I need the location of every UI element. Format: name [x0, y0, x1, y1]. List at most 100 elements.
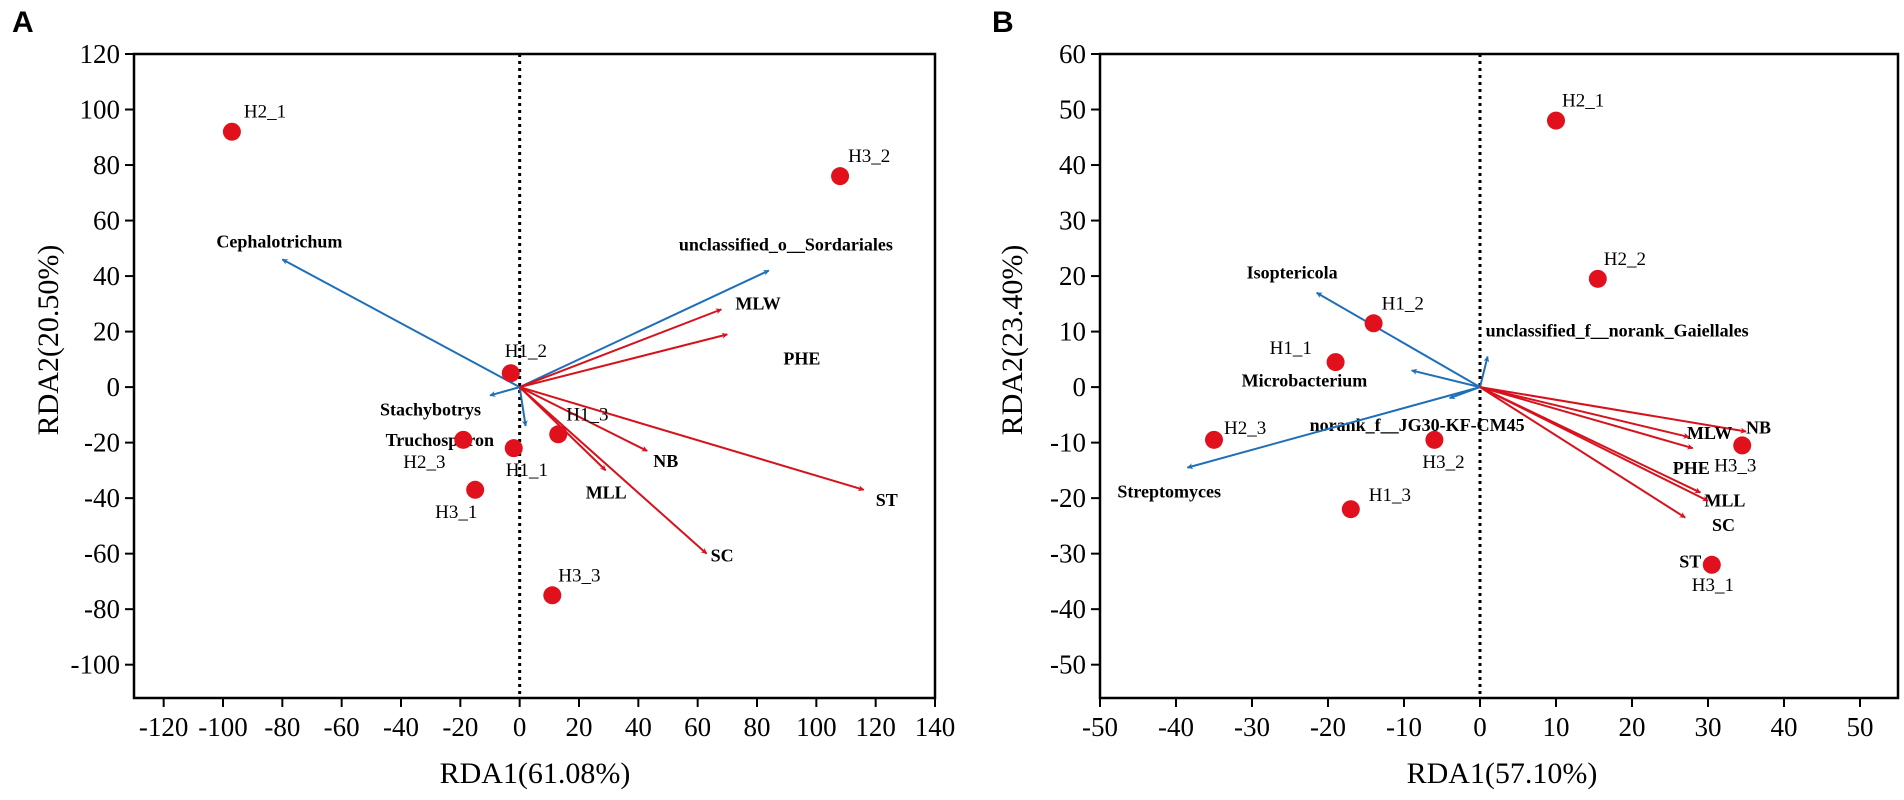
env-label: MLW: [1687, 423, 1732, 443]
sample-label: H2_2: [1604, 249, 1646, 270]
env-arrow: [519, 386, 708, 555]
y-tick-label: 20: [93, 317, 120, 347]
sample-point: [1326, 353, 1345, 372]
y-tick-label: -60: [84, 539, 120, 569]
x-tick-label: -10: [1386, 712, 1422, 742]
y-axis-title: RDA2(20.50%): [32, 245, 65, 436]
species-arrow: [1411, 368, 1481, 389]
sample-point: [1547, 111, 1565, 130]
sample-label: H3_2: [848, 146, 890, 167]
env-label: PHE: [1673, 458, 1710, 478]
sample-label: H1_2: [505, 341, 547, 362]
sample-label: H3_3: [1714, 455, 1756, 476]
y-tick-label: -20: [84, 428, 120, 458]
x-axis-title: RDA1(57.10%): [1407, 757, 1598, 790]
sample-point: [1364, 314, 1383, 333]
x-tick-label: 50: [1847, 712, 1874, 742]
x-tick-label: -120: [139, 712, 189, 742]
sample-label: H2_1: [1562, 91, 1604, 112]
panel-b: B -50 -40 -30 -20 -10 0 10 20 30 40 50 60 50 40 30 20 10 0…: [992, 6, 1900, 790]
x-tick-label: -40: [1158, 712, 1194, 742]
species-label: Stachybotrys: [380, 399, 481, 419]
x-tick-label: 100: [796, 712, 837, 742]
env-label: ST: [876, 490, 898, 510]
y-tick-label: 20: [1059, 261, 1086, 291]
species-arrow: [489, 386, 520, 397]
env-arrow: [1479, 386, 1690, 439]
species-label: Microbacterium: [1242, 370, 1368, 390]
x-tick-label: 120: [855, 712, 896, 742]
species-arrow: [519, 269, 770, 389]
sample-point: [1733, 436, 1752, 455]
sample-point: [1425, 430, 1444, 449]
y-tick-label: 50: [1059, 95, 1086, 125]
sample-label: H1_2: [1382, 293, 1424, 314]
y-tick-label: -20: [1050, 483, 1086, 513]
sample-label: H2_1: [244, 102, 286, 123]
plot-frame: [132, 52, 937, 700]
sample-label: H1_3: [566, 404, 608, 425]
x-tick-label: 140: [915, 712, 956, 742]
species-arrow: [1479, 355, 1490, 388]
species-arrow: [1186, 386, 1481, 470]
y-tick-label: -10: [1050, 428, 1086, 458]
sample-point: [222, 122, 241, 141]
y-tick-label: 40: [93, 261, 120, 291]
env-arrow: [1479, 386, 1709, 502]
env-arrow: [519, 386, 865, 492]
env-label: SC: [711, 546, 734, 566]
sample-label: H1_3: [1369, 485, 1411, 506]
sample-point: [1205, 430, 1223, 449]
y-tick-label: 100: [80, 95, 121, 125]
sample-point: [454, 430, 473, 449]
plot-frame: [1098, 52, 1900, 700]
y-tick-label: 120: [80, 39, 121, 69]
x-tick-label: -100: [198, 712, 248, 742]
sample-point: [501, 364, 520, 383]
x-tick-label: -80: [264, 712, 300, 742]
env-label: MLL: [586, 482, 627, 502]
x-tick-label: 20: [566, 712, 593, 742]
species-label: Cephalotrichum: [216, 231, 342, 251]
panel-letter-b: B: [992, 6, 1014, 39]
x-tick-label: -60: [324, 712, 360, 742]
x-tick-label: -30: [1234, 712, 1270, 742]
x-tick-label: 60: [684, 712, 711, 742]
y-tick-label: -30: [1050, 539, 1086, 569]
y-tick-label: -80: [84, 594, 120, 624]
species-arrow: [518, 386, 528, 427]
sample-label: H3_3: [558, 565, 600, 586]
sample-label: H3_1: [435, 502, 477, 523]
y-tick-label: 80: [93, 150, 120, 180]
sample-point: [549, 425, 568, 444]
env-label: MLW: [735, 293, 780, 313]
species-arrow: [1316, 291, 1481, 388]
species-label: Isoptericola: [1247, 263, 1338, 283]
env-label: NB: [653, 451, 678, 471]
sample-label: H3_2: [1422, 452, 1464, 473]
y-tick-label: -50: [1050, 650, 1086, 680]
species-arrow: [281, 258, 521, 388]
y-tick-label: 0: [1073, 372, 1087, 402]
env-label: ST: [1679, 552, 1701, 572]
y-tick-label: -100: [71, 650, 121, 680]
sample-label: H1_1: [506, 460, 548, 481]
x-tick-label: 10: [1543, 712, 1570, 742]
x-tick-label: 30: [1695, 712, 1722, 742]
y-tick-label: 10: [1059, 317, 1086, 347]
species-label: Streptomyces: [1117, 482, 1221, 502]
sample-point: [831, 167, 850, 186]
env-label: NB: [1746, 418, 1771, 438]
env-arrow: [519, 332, 728, 389]
sample-point: [1341, 500, 1360, 519]
y-tick-label: 30: [1059, 206, 1086, 236]
sample-label: H2_3: [403, 452, 445, 473]
sample-point: [466, 480, 485, 499]
panel-letter-a: A: [12, 6, 34, 39]
y-axis-title: RDA2(23.40%): [996, 245, 1029, 436]
sample-label: H2_3: [1224, 418, 1266, 439]
species-label: unclassified_o__Sordariales: [679, 235, 893, 255]
panel-a: A -120 -100 -80 -60 -40 -20 0 20 40 60 80 100 120 140 1…: [12, 6, 955, 790]
env-label: MLL: [1704, 491, 1745, 511]
